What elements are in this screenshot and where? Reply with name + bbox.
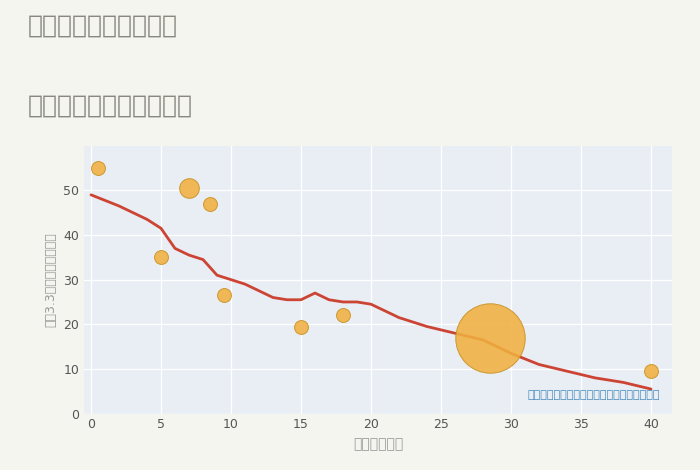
Text: 三重県松阪市肥留町の: 三重県松阪市肥留町の: [28, 14, 178, 38]
Y-axis label: 坪（3.3㎡）単価（万円）: 坪（3.3㎡）単価（万円）: [45, 232, 57, 327]
Point: [484, 334, 496, 341]
Text: 円の大きさは、取引のあった物件面積を示す: 円の大きさは、取引のあった物件面積を示す: [528, 390, 660, 400]
Point: [218, 291, 230, 299]
Point: [183, 184, 195, 192]
X-axis label: 築年数（年）: 築年数（年）: [353, 437, 403, 451]
Text: 築年数別中古戸建て価格: 築年数別中古戸建て価格: [28, 94, 193, 118]
Point: [337, 312, 349, 319]
Point: [155, 254, 167, 261]
Point: [92, 164, 104, 172]
Point: [204, 200, 216, 208]
Point: [295, 323, 307, 330]
Point: [645, 368, 657, 375]
